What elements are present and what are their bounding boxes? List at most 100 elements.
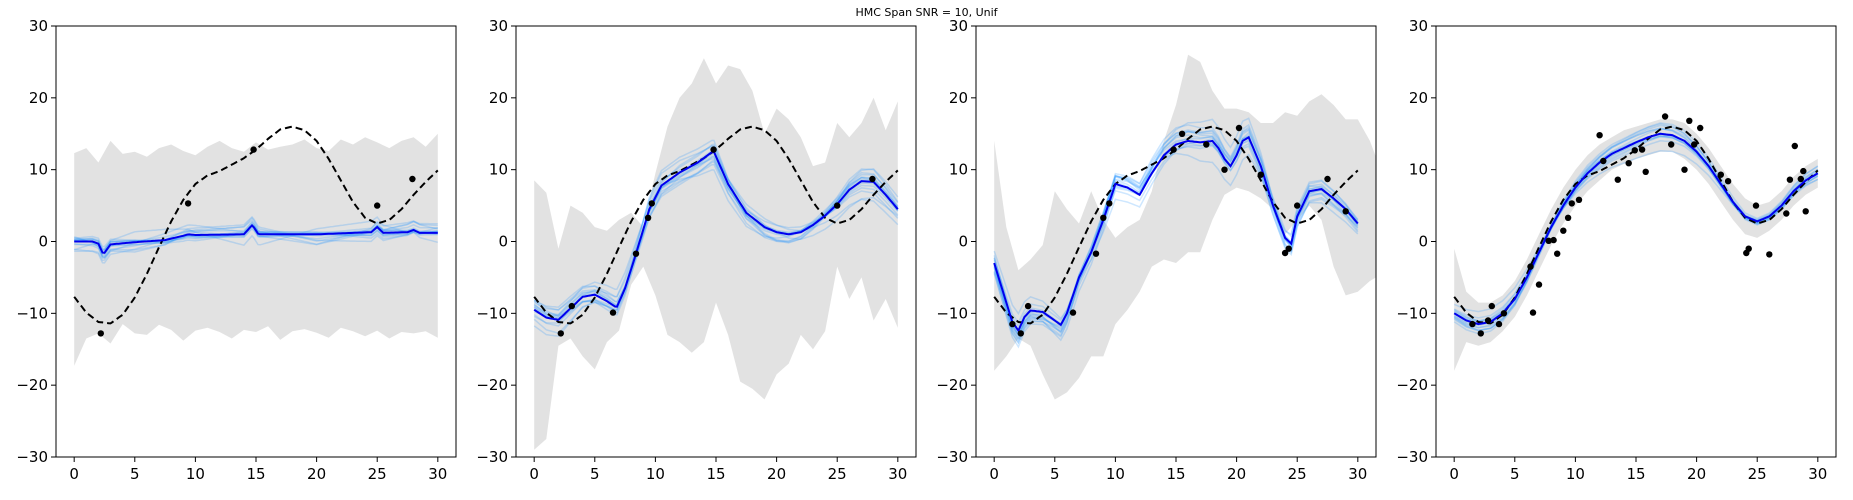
observation-point <box>1092 250 1100 257</box>
observation-point <box>609 309 617 316</box>
x-tick-label: 10 <box>646 465 665 483</box>
posterior-sample <box>73 219 438 259</box>
posterior-mean-curve <box>1453 132 1819 326</box>
posterior-sample <box>73 216 438 254</box>
posterior-sample <box>74 221 438 259</box>
observation-point <box>1691 141 1698 148</box>
y-tick-label: −10 <box>936 304 968 322</box>
truth-curve <box>73 125 439 325</box>
x-tick-label: 0 <box>1449 465 1459 483</box>
x-tick-label: 10 <box>186 465 205 483</box>
observation-point <box>1766 251 1773 258</box>
posterior-mean-curve <box>993 135 1359 333</box>
observation-point <box>1786 176 1794 183</box>
x-tick-label: 15 <box>1626 465 1645 483</box>
observation-point <box>409 175 416 183</box>
observation-point <box>1745 245 1752 252</box>
observation-point <box>1564 214 1572 221</box>
observation-point <box>710 146 717 153</box>
observation-point <box>1800 167 1807 175</box>
y-tick-label: −30 <box>936 448 968 466</box>
observation-point <box>1752 202 1760 209</box>
posterior-sample <box>533 155 899 317</box>
observation-point <box>1681 166 1688 173</box>
plot-area <box>533 58 899 450</box>
observation-point <box>1170 146 1177 153</box>
observation-point <box>869 175 876 183</box>
posterior-sample <box>74 215 438 264</box>
observation-point <box>1281 249 1289 257</box>
observation-point <box>1500 310 1508 317</box>
plot-area <box>993 54 1376 400</box>
axes-frame <box>1435 25 1837 458</box>
x-tick-label: 10 <box>1566 465 1585 483</box>
observation-point <box>1488 302 1496 310</box>
observation-point <box>1783 210 1790 217</box>
x-tick-label: 30 <box>1348 465 1367 483</box>
observation-point <box>1668 141 1675 148</box>
y-tick-label: 0 <box>1418 233 1428 251</box>
x-tick-label: 5 <box>590 465 600 483</box>
chart-panel-2: 0 5 10 15 20 25 30 30 20 10 0 −10 −20 −30 <box>476 17 917 483</box>
posterior-sample <box>533 156 899 316</box>
observation-point <box>1791 142 1799 150</box>
observation-point <box>1178 130 1186 137</box>
x-tick-label: 25 <box>1288 465 1307 483</box>
credible-band <box>534 58 898 450</box>
observation-point <box>632 250 640 257</box>
y-tick-label: −30 <box>16 448 48 466</box>
observation-point <box>1342 208 1349 215</box>
credible-band <box>994 54 1376 400</box>
observation-point <box>1596 132 1603 139</box>
y-tick-label: 10 <box>489 161 508 179</box>
observation-point <box>1221 166 1228 173</box>
x-tick-label: 0 <box>989 465 999 483</box>
observation-point <box>250 146 257 153</box>
observation-point <box>1100 214 1107 221</box>
observation-point <box>1257 171 1265 178</box>
observation-point <box>1106 200 1113 207</box>
plot-area <box>1453 113 1819 371</box>
y-tick-label: 10 <box>949 161 968 179</box>
posterior-sample <box>993 130 1359 334</box>
observation-point <box>1697 124 1704 132</box>
y-tick-label: 0 <box>958 233 968 251</box>
observation-point <box>374 202 381 209</box>
chart-panel-1: 0 5 10 15 20 25 30 30 20 10 0 −10 −20 −30 <box>16 17 457 483</box>
observation-point <box>1529 309 1537 316</box>
y-tick-label: −30 <box>476 448 508 466</box>
posterior-sample <box>1453 135 1819 323</box>
x-tick-label: 5 <box>1510 465 1520 483</box>
x-tick-label: 5 <box>1050 465 1060 483</box>
observation-point <box>1469 320 1476 328</box>
observation-point <box>1495 320 1503 328</box>
observation-point <box>648 200 655 207</box>
x-tick-label: 10 <box>1106 465 1125 483</box>
posterior-sample <box>74 216 438 259</box>
posterior-sample <box>1453 127 1819 332</box>
x-tick-label: 25 <box>828 465 847 483</box>
observation-point <box>1017 330 1024 337</box>
posterior-sample <box>533 139 899 338</box>
y-tick-label: −10 <box>1396 304 1428 322</box>
observation-point <box>1554 250 1561 257</box>
observation-point <box>1642 168 1649 175</box>
observation-point <box>1724 178 1732 185</box>
x-tick-label: 15 <box>246 465 265 483</box>
x-tick-label: 5 <box>130 465 140 483</box>
observation-point <box>1009 320 1016 328</box>
y-tick-label: 20 <box>1409 89 1428 107</box>
y-tick-label: 30 <box>949 17 968 35</box>
x-tick-label: 0 <box>69 465 79 483</box>
y-tick-label: 30 <box>1409 17 1428 35</box>
observation-point <box>1545 237 1552 244</box>
posterior-sample <box>74 224 438 251</box>
posterior-sample <box>1453 150 1819 313</box>
y-tick-label: 10 <box>1409 161 1428 179</box>
posterior-sample <box>993 126 1359 345</box>
x-tick-label: 30 <box>888 465 907 483</box>
y-tick-label: 30 <box>29 17 48 35</box>
x-tick-label: 0 <box>529 465 539 483</box>
chart-panel-3: 0 5 10 15 20 25 30 30 20 10 0 −10 −20 −30 <box>936 17 1377 483</box>
